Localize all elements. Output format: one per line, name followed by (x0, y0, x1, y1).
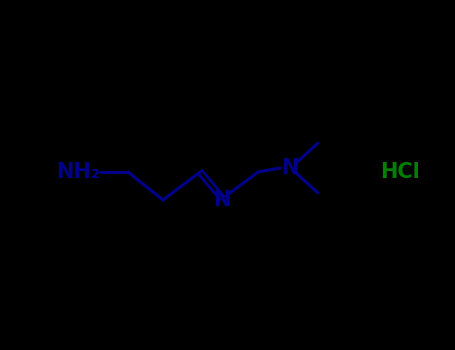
Text: N: N (213, 190, 231, 210)
Text: NH₂: NH₂ (56, 162, 100, 182)
Text: HCl: HCl (380, 162, 420, 182)
Text: N: N (281, 158, 298, 178)
